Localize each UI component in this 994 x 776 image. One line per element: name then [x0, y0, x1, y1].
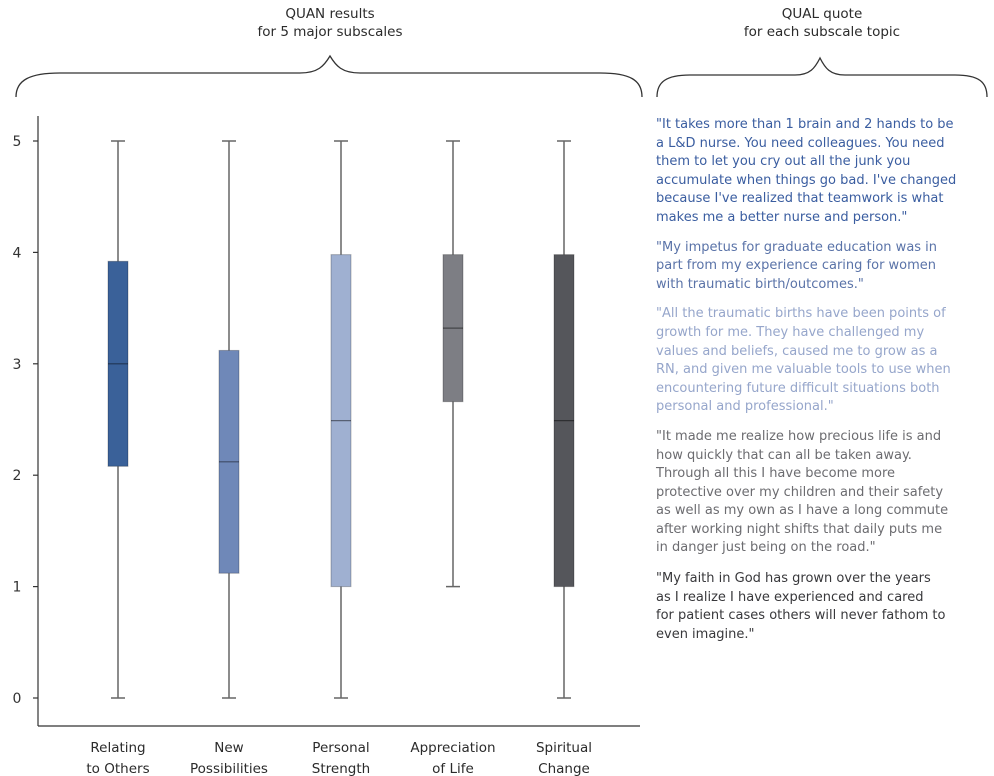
- box-3: [442, 140, 464, 588]
- quote-personal-strength: "All the traumatic births have been poin…: [656, 306, 951, 415]
- x-category-label: Personal Strength: [312, 740, 370, 776]
- iqr-box: [442, 254, 464, 403]
- quan-header: QUAN results for 5 major subscales: [180, 5, 480, 41]
- quan-header-line2: for 5 major subscales: [257, 24, 403, 40]
- qual-header-line2: for each subscale topic: [743, 24, 901, 40]
- y-tick-label: 3: [13, 357, 22, 373]
- x-category-label: Spiritual Change: [536, 740, 592, 776]
- box-2: [330, 140, 352, 699]
- box-1: [218, 140, 240, 699]
- quote-spiritual-change: "My faith in God has grown over the year…: [656, 571, 946, 642]
- qual-header-line1: QUAL quote: [781, 6, 863, 22]
- x-category-label: Appreciation of Life: [410, 740, 495, 776]
- quote-relating-to-others: "It takes more than 1 brain and 2 hands …: [656, 117, 957, 225]
- x-category-label: New Possibilities: [190, 740, 268, 776]
- iqr-box: [330, 254, 352, 588]
- quote-appreciation-of-life: "It made me realize how precious life is…: [656, 428, 949, 556]
- y-tick-label: 5: [13, 134, 22, 150]
- qual-brace: [656, 56, 988, 98]
- y-tick-label: 1: [13, 580, 22, 596]
- box-0: [107, 140, 129, 699]
- iqr-box: [218, 349, 240, 574]
- x-category-label: Relating to Others: [86, 740, 149, 776]
- y-tick-label: 0: [13, 691, 22, 707]
- quote-new-possibilities: "My impetus for graduate education was i…: [656, 239, 938, 292]
- iqr-box: [107, 260, 129, 467]
- y-tick-label: 4: [13, 245, 22, 261]
- box-4: [553, 140, 575, 699]
- qual-header: QUAL quote for each subscale topic: [672, 5, 972, 41]
- quotes-panel: "It takes more than 1 brain and 2 hands …: [656, 116, 992, 644]
- y-tick-label: 2: [13, 468, 22, 484]
- quan-header-line1: QUAN results: [285, 6, 375, 22]
- iqr-box: [553, 254, 575, 588]
- quan-brace: [15, 54, 643, 98]
